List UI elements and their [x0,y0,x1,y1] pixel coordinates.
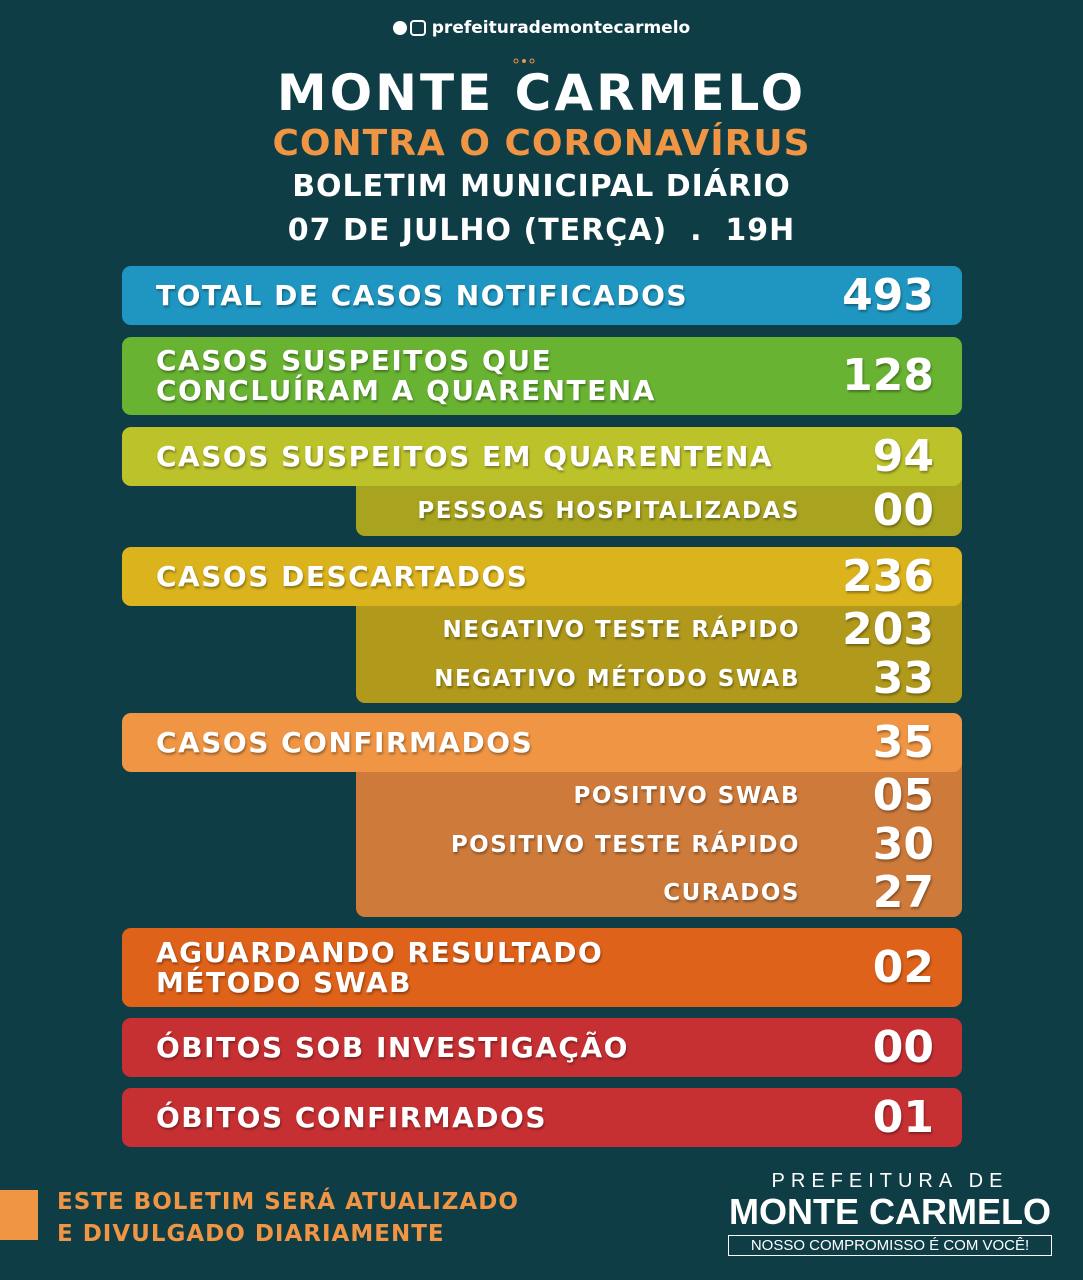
title: MONTE CARMELO [276,64,807,122]
detail-value: 05 [872,770,934,822]
notice-line: E DIVULGADO DIARIAMENTE [57,1221,445,1247]
social-handle: prefeiturademontecarmelo [0,18,1083,38]
row-label: ÓBITOS CONFIRMADOS [156,1100,548,1134]
detail-label: POSITIVO TESTE RÁPIDO [450,831,800,858]
row-value: 128 [842,350,934,401]
row-label: CASOS CONFIRMADOS [156,725,534,759]
detail-label: CURADOS [663,879,800,906]
row-value: 35 [872,716,934,768]
detail-label: NEGATIVO TESTE RÁPIDO [442,617,800,644]
detail-box [356,762,962,917]
row-label: CASOS DESCARTADOS [156,559,529,593]
row-value: 02 [872,941,934,993]
row-label: CASOS SUSPEITOS QUE [156,344,553,377]
logo-name: MONTE CARMELO [729,1191,1051,1232]
subtitle: CONTRA O CORONAVÍRUS [272,123,811,164]
detail-value: 30 [872,818,934,870]
detail-label: NEGATIVO MÉTODO SWAB [434,665,800,692]
detail-label: PESSOAS HOSPITALIZADAS [417,498,800,524]
row-box [122,713,962,772]
detail-label: POSITIVO SWAB [573,783,800,810]
row-label: AGUARDANDO RESULTADO [156,935,604,969]
detail-box [356,476,962,536]
row-box [122,547,962,606]
notice-line: ESTE BOLETIM SERÁ ATUALIZADO [57,1189,519,1215]
bulletin: BOLETIM MUNICIPAL DIÁRIO [292,169,791,204]
row-value: 236 [842,550,934,602]
row-box [122,1088,962,1147]
row-label: ÓBITOS SOB INVESTIGAÇÃO [156,1030,629,1064]
row-label: TOTAL DE CASOS NOTIFICADOS [156,278,689,312]
row-label: CASOS SUSPEITOS EM QUARENTENA [156,439,774,473]
date: 07 DE JULHO (TERÇA) . 19H [287,213,796,248]
row-box [122,266,962,325]
detail-value: 27 [872,866,934,918]
social-text: prefeiturademontecarmelo [431,18,691,38]
row-value: 94 [872,430,934,482]
detail-value: 33 [872,652,934,704]
logo-top: PREFEITURA DE [771,1170,1009,1192]
row-label: MÉTODO SWAB [156,965,412,999]
dots [513,49,535,64]
logo-tagline: NOSSO COMPROMISSO É COM VOCÊ! [728,1235,1052,1256]
row-label: CONCLUÍRAM A QUARENTENA [156,374,656,407]
detail-value: 00 [872,485,934,536]
accent [0,1190,38,1240]
row-value: 493 [842,269,934,321]
row-box [122,427,962,486]
row-box [122,928,962,1007]
detail-box [356,596,962,703]
notice: ESTE BOLETIM SERÁ ATUALIZADO E DIVULGADO… [57,1186,519,1250]
logo: PREFEITURA DE MONTE CARMELO NOSSO COMPRO… [722,1170,1058,1256]
row-box [122,337,962,415]
row-value: 01 [872,1091,934,1143]
row-box [122,1018,962,1077]
detail-value: 203 [842,604,934,656]
row-value: 00 [872,1021,934,1073]
